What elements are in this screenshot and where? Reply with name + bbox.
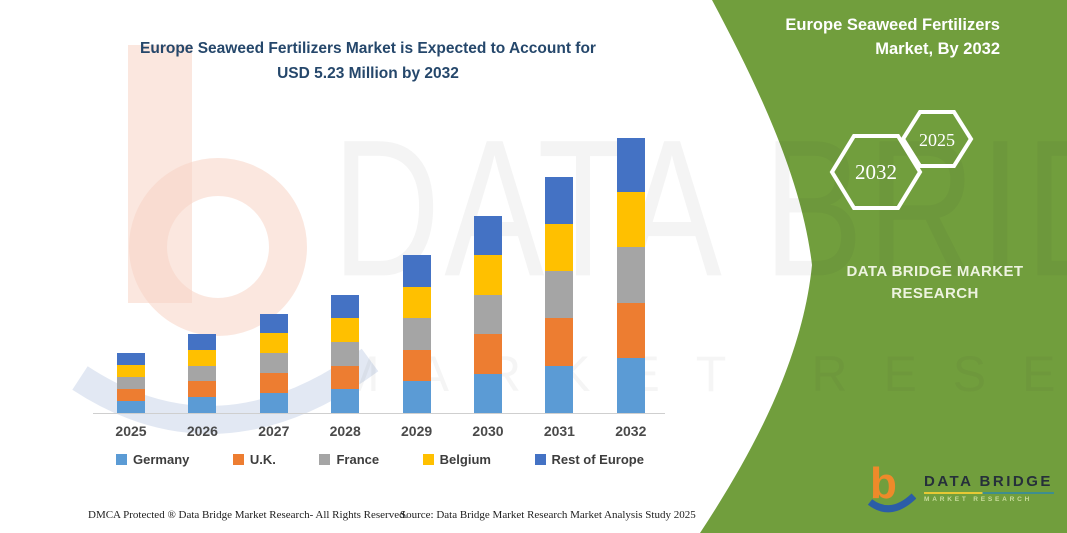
bar-segment — [331, 318, 360, 342]
bar-segment — [117, 364, 145, 377]
bar-segment — [259, 393, 288, 413]
x-axis-label: 2026 — [186, 423, 218, 439]
bar-segment — [474, 255, 502, 295]
bar-segment — [117, 352, 145, 365]
bar-segment — [259, 373, 288, 393]
panel-heading-line2: Market, By 2032 — [875, 40, 1000, 58]
x-axis-label: 2025 — [115, 423, 147, 439]
bar-segment — [545, 270, 574, 319]
legend-item: Germany — [116, 452, 189, 467]
chart-title-line2: USD 5.23 Million by 2032 — [277, 65, 459, 82]
bar-segment — [402, 318, 431, 350]
bar-segment — [616, 192, 645, 248]
bar-segment — [402, 381, 431, 413]
x-axis-label: 2031 — [543, 423, 575, 439]
legend-label: Belgium — [439, 452, 491, 467]
bar-segment — [402, 349, 431, 382]
bar-segment — [188, 365, 217, 382]
legend-swatch — [422, 454, 434, 465]
x-axis-label: 2029 — [401, 423, 433, 439]
year-hexagons: 2032 2025 — [829, 110, 974, 210]
chart-legend: Germany U.K. France Belgium Rest of Europe — [116, 452, 644, 467]
bar-segment — [402, 255, 431, 287]
databridge-logo: b DATA BRIDGE MARKET RESEARCH — [866, 462, 1054, 514]
bar-segment — [117, 376, 145, 389]
logo-name-text: DATA BRIDGE — [924, 473, 1053, 490]
bar-segment — [616, 137, 645, 193]
green-panel-shape — [700, 0, 1067, 533]
bar-segment — [474, 294, 502, 335]
legend-item: Belgium — [422, 452, 491, 467]
legend-swatch — [534, 454, 546, 465]
hexagon-2032-label: 2032 — [855, 160, 897, 184]
legend-label: Germany — [133, 452, 190, 467]
legend-label: France — [336, 452, 380, 467]
bar-segment — [331, 389, 360, 413]
x-axis-label: 2030 — [472, 423, 504, 439]
legend-item: Rest of Europe — [534, 452, 644, 467]
bar-segment — [616, 357, 645, 413]
source-note: Source: Data Bridge Market Research Mark… — [400, 509, 696, 521]
bar-segment — [474, 373, 502, 413]
bar-segment — [616, 302, 645, 358]
bar-segment — [259, 353, 288, 374]
legend-label: U.K. — [249, 452, 276, 467]
chart-title: Europe Seaweed Fertilizers Market is Exp… — [88, 36, 648, 86]
hexagon-2025-badge: 2025 — [900, 110, 974, 168]
bar-segment — [259, 333, 288, 354]
databridge-logo-icon: b — [867, 462, 916, 513]
panel-heading: Europe Seaweed Fertilizers Market, By 20… — [742, 13, 1000, 61]
x-axis-label: 2027 — [258, 423, 290, 439]
bar-segment — [188, 381, 217, 398]
bar-segment — [545, 318, 574, 366]
dmca-notice: DMCA Protected ® Data Bridge Market Rese… — [88, 509, 408, 521]
bar-segment — [117, 388, 145, 401]
bar-segment — [331, 341, 360, 366]
bar-segment — [117, 400, 145, 413]
legend-swatch — [319, 454, 331, 465]
hexagon-2025-label: 2025 — [919, 130, 955, 150]
legend-item: U.K. — [232, 452, 276, 467]
bar-segment — [545, 176, 574, 224]
panel-brand-line2: RESEARCH — [891, 285, 979, 302]
bar-segment — [402, 286, 431, 319]
logo-sub-text: MARKET RESEARCH — [924, 496, 1033, 503]
bar-segment — [331, 365, 360, 390]
bar-segment — [474, 334, 502, 374]
bar-segment — [188, 334, 217, 350]
legend-swatch — [116, 454, 127, 465]
panel-brand-line1: DATA BRIDGE MARKET — [846, 263, 1024, 280]
bar-segment — [545, 365, 574, 413]
bar-segment — [616, 247, 645, 303]
bar-segment — [259, 313, 288, 334]
bar-segment — [474, 216, 502, 256]
bar-segment — [545, 223, 574, 271]
legend-swatch — [232, 454, 244, 465]
legend-label: Rest of Europe — [551, 452, 644, 467]
hexagon-2032-badge: 2032 — [829, 134, 923, 210]
panel-heading-line1: Europe Seaweed Fertilizers — [785, 16, 1000, 34]
legend-item: France — [319, 452, 379, 467]
bar-segment — [331, 294, 360, 319]
x-axis-label: 2032 — [615, 423, 647, 439]
svg-text:b: b — [870, 462, 897, 508]
logo-underline — [924, 492, 1054, 494]
x-axis-line — [93, 413, 665, 414]
panel-brand-name: DATA BRIDGE MARKET RESEARCH — [840, 261, 1030, 305]
chart-title-line1: Europe Seaweed Fertilizers Market is Exp… — [140, 40, 596, 57]
bar-segment — [188, 349, 217, 366]
x-axis-label: 2028 — [329, 423, 361, 439]
bar-segment — [188, 397, 217, 413]
